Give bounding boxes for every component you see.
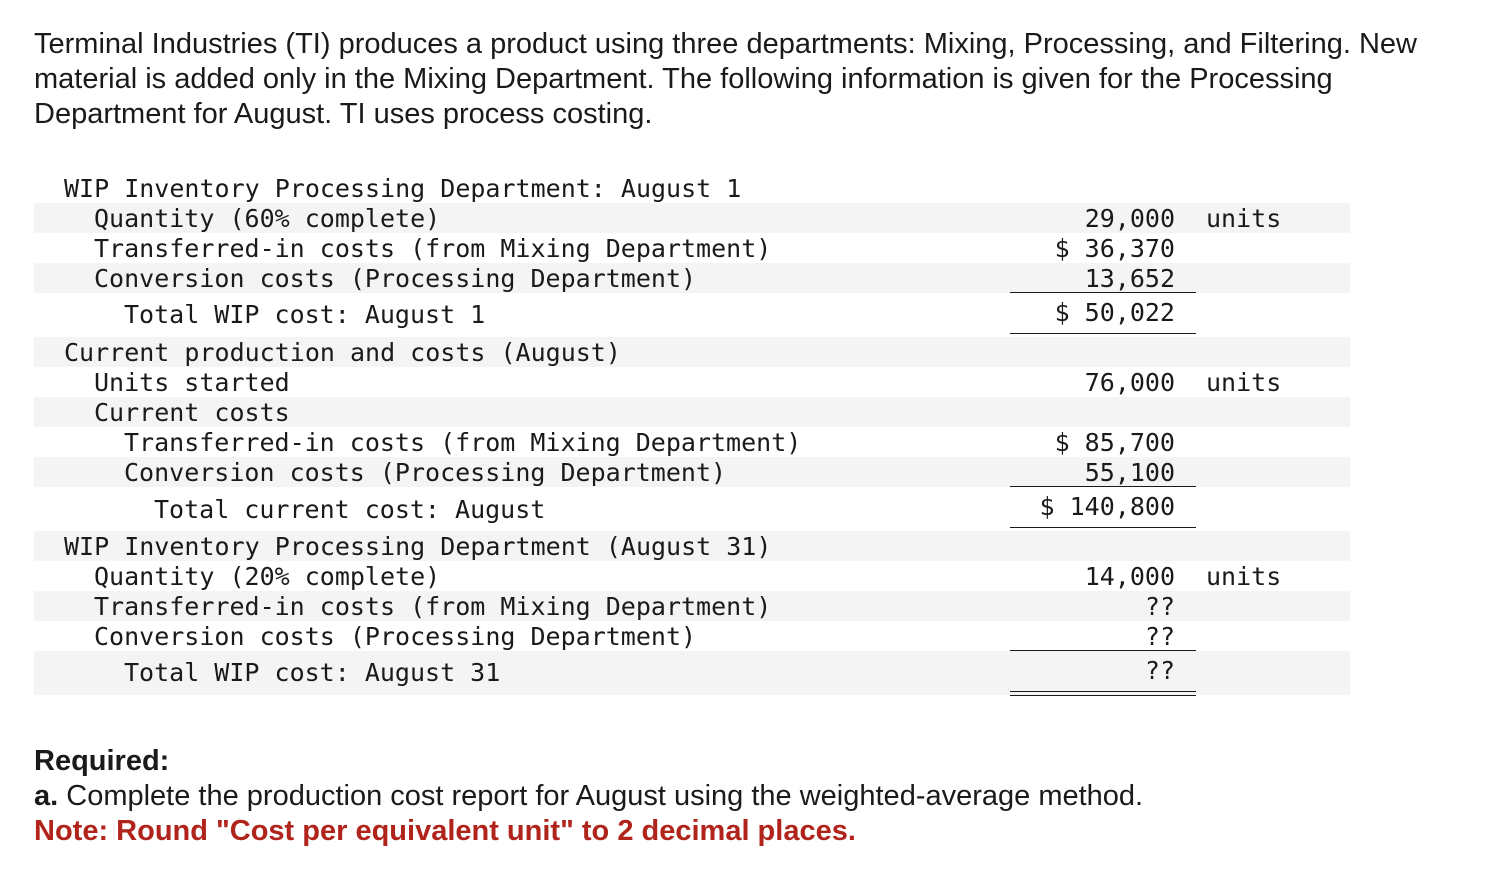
row-label: Conversion costs (Processing Department)	[124, 458, 727, 487]
table-row-total: Total current cost: August $ 140,800	[34, 486, 1350, 532]
table-row: Units started 76,000 units	[34, 367, 1350, 397]
row-label: Conversion costs (Processing Department)	[94, 264, 697, 293]
row-value: $ 85,700	[1054, 428, 1175, 457]
table-row: Transferred-in costs (from Mixing Depart…	[34, 591, 1350, 621]
row-value: $ 140,800	[1039, 492, 1175, 521]
table-row: WIP Inventory Processing Department (Aug…	[34, 531, 1350, 561]
row-unit: units	[1206, 368, 1282, 397]
required-section: Required: a. Complete the production cos…	[34, 744, 1143, 849]
table-row: Transferred-in costs (from Mixing Depart…	[34, 427, 1350, 457]
row-unit: units	[1206, 562, 1282, 591]
row-label: Total WIP cost: August 31	[124, 658, 501, 687]
table-row: Transferred-in costs (from Mixing Depart…	[34, 233, 1350, 263]
section-title: Current production and costs (August)	[64, 338, 621, 367]
table-row: Current production and costs (August)	[34, 337, 1350, 367]
section-title: WIP Inventory Processing Department: Aug…	[64, 174, 742, 203]
row-value: ??	[1144, 656, 1175, 685]
table-row: Conversion costs (Processing Department)…	[34, 263, 1350, 293]
row-label: Units started	[94, 368, 290, 397]
row-label: Transferred-in costs (from Mixing Depart…	[94, 592, 772, 621]
row-label: Transferred-in costs (from Mixing Depart…	[94, 234, 772, 263]
row-label: Quantity (60% complete)	[94, 204, 441, 233]
row-value: 14,000	[1084, 562, 1175, 591]
required-part-a: a. Complete the production cost report f…	[34, 779, 1143, 814]
table-row: Quantity (60% complete) 29,000 units	[34, 203, 1350, 233]
required-heading: Required:	[34, 745, 170, 777]
row-label: Transferred-in costs (from Mixing Depart…	[124, 428, 802, 457]
table-row: Quantity (20% complete) 14,000 units	[34, 561, 1350, 591]
section-title: WIP Inventory Processing Department (Aug…	[64, 532, 772, 561]
row-unit: units	[1206, 204, 1282, 233]
subtotal-rule	[1010, 486, 1196, 487]
table-row: Conversion costs (Processing Department)…	[34, 457, 1350, 487]
problem-intro: Terminal Industries (TI) produces a prod…	[34, 28, 1417, 130]
row-value: ??	[1144, 592, 1175, 621]
row-value: $ 36,370	[1054, 234, 1175, 263]
table-row: Current costs	[34, 397, 1350, 427]
row-value: ??	[1144, 622, 1175, 651]
row-label: Quantity (20% complete)	[94, 562, 441, 591]
row-value: 13,652	[1084, 264, 1175, 293]
row-value: 29,000	[1084, 204, 1175, 233]
table-row: WIP Inventory Processing Department: Aug…	[34, 173, 1350, 203]
row-value: $ 50,022	[1054, 298, 1175, 327]
table-row: Conversion costs (Processing Department)…	[34, 621, 1350, 651]
part-text: Complete the production cost report for …	[66, 780, 1144, 812]
part-letter: a.	[34, 780, 59, 812]
row-label: Current costs	[94, 398, 290, 427]
subtotal-rule	[1010, 650, 1196, 651]
row-label: Total WIP cost: August 1	[124, 300, 486, 329]
rounding-note: Note: Round "Cost per equivalent unit" t…	[34, 815, 856, 847]
row-label: Conversion costs (Processing Department)	[94, 622, 697, 651]
total-double-rule	[1010, 691, 1196, 696]
row-value: 55,100	[1084, 458, 1175, 487]
row-label: Total current cost: August	[154, 495, 546, 524]
row-value: 76,000	[1084, 368, 1175, 397]
cost-data-table: WIP Inventory Processing Department: Aug…	[34, 173, 1350, 696]
table-row-total: Total WIP cost: August 31 ??	[34, 650, 1350, 696]
table-row-total: Total WIP cost: August 1 $ 50,022	[34, 292, 1350, 338]
subtotal-rule	[1010, 292, 1196, 293]
